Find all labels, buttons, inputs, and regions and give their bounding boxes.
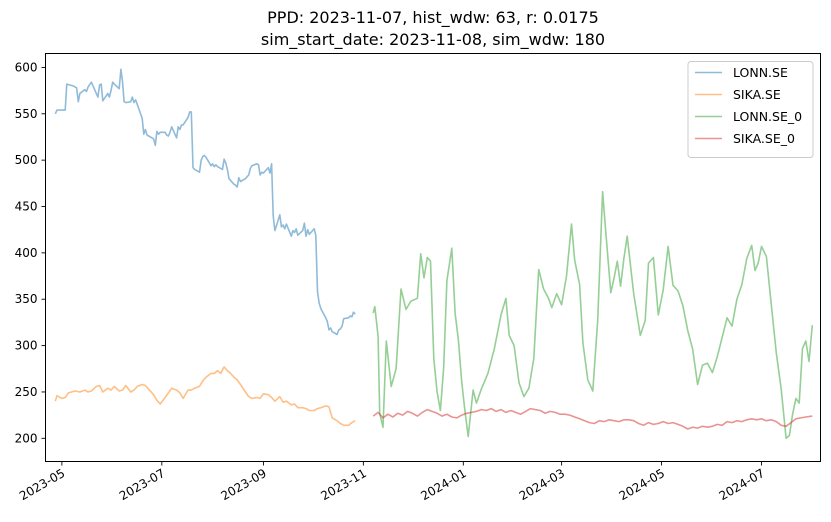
- x-tick-label: 2024-05: [617, 466, 667, 503]
- y-tick-label: 200: [15, 431, 38, 445]
- series-line-0: [54, 68, 356, 336]
- series-line-2: [372, 190, 814, 440]
- x-tick-label: 2024-07: [717, 466, 767, 503]
- y-tick-label: 500: [15, 153, 38, 167]
- x-tick-label: 2023-05: [17, 466, 67, 503]
- legend-label-0: LONN.SE: [733, 65, 788, 80]
- y-tick-label: 550: [15, 107, 38, 121]
- series-line-1: [54, 366, 356, 427]
- chart-title-line-1: PPD: 2023-11-07, hist_wdw: 63, r: 0.0175: [267, 8, 599, 28]
- x-axis: 2023-05 2023-07 2023-09 2023-11 2024-01 2024-…: [17, 461, 767, 503]
- x-tick-label: 2023-11: [318, 466, 368, 503]
- y-tick-label: 400: [15, 246, 38, 260]
- y-tick-label: 350: [15, 292, 38, 306]
- legend-label-1: SIKA.SE: [733, 87, 781, 102]
- series-lines: [54, 68, 814, 440]
- y-tick-label: 300: [15, 339, 38, 353]
- y-tick-label: 450: [15, 200, 38, 214]
- x-tick-label: 2024-03: [517, 466, 567, 503]
- y-axis: 200 250 300 350 400 450 500 550 600: [15, 60, 46, 445]
- chart-title-line-2: sim_start_date: 2023-11-08, sim_wdw: 180: [261, 30, 605, 50]
- y-tick-label: 250: [15, 385, 38, 399]
- legend-label-2: LONN.SE_0: [733, 109, 802, 124]
- x-tick-label: 2023-09: [218, 466, 268, 503]
- x-tick-label: 2024-01: [418, 466, 468, 503]
- x-tick-label: 2023-07: [117, 466, 167, 503]
- legend-label-3: SIKA.SE_0: [733, 131, 795, 146]
- legend-box: [687, 61, 814, 158]
- series-line-3: [372, 407, 813, 430]
- y-tick-label: 600: [15, 60, 38, 74]
- legend: LONN.SE SIKA.SE LONN.SE_0 SIKA.SE_0: [687, 61, 814, 158]
